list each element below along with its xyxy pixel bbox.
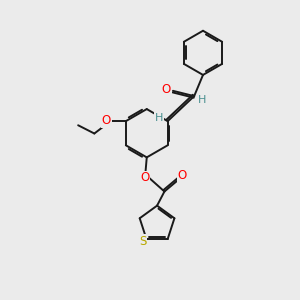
Text: H: H — [155, 112, 164, 123]
Text: H: H — [198, 94, 207, 105]
Text: O: O — [162, 83, 171, 96]
Text: S: S — [139, 235, 146, 248]
Text: O: O — [178, 169, 187, 182]
Text: O: O — [140, 172, 149, 184]
Text: O: O — [101, 114, 111, 127]
